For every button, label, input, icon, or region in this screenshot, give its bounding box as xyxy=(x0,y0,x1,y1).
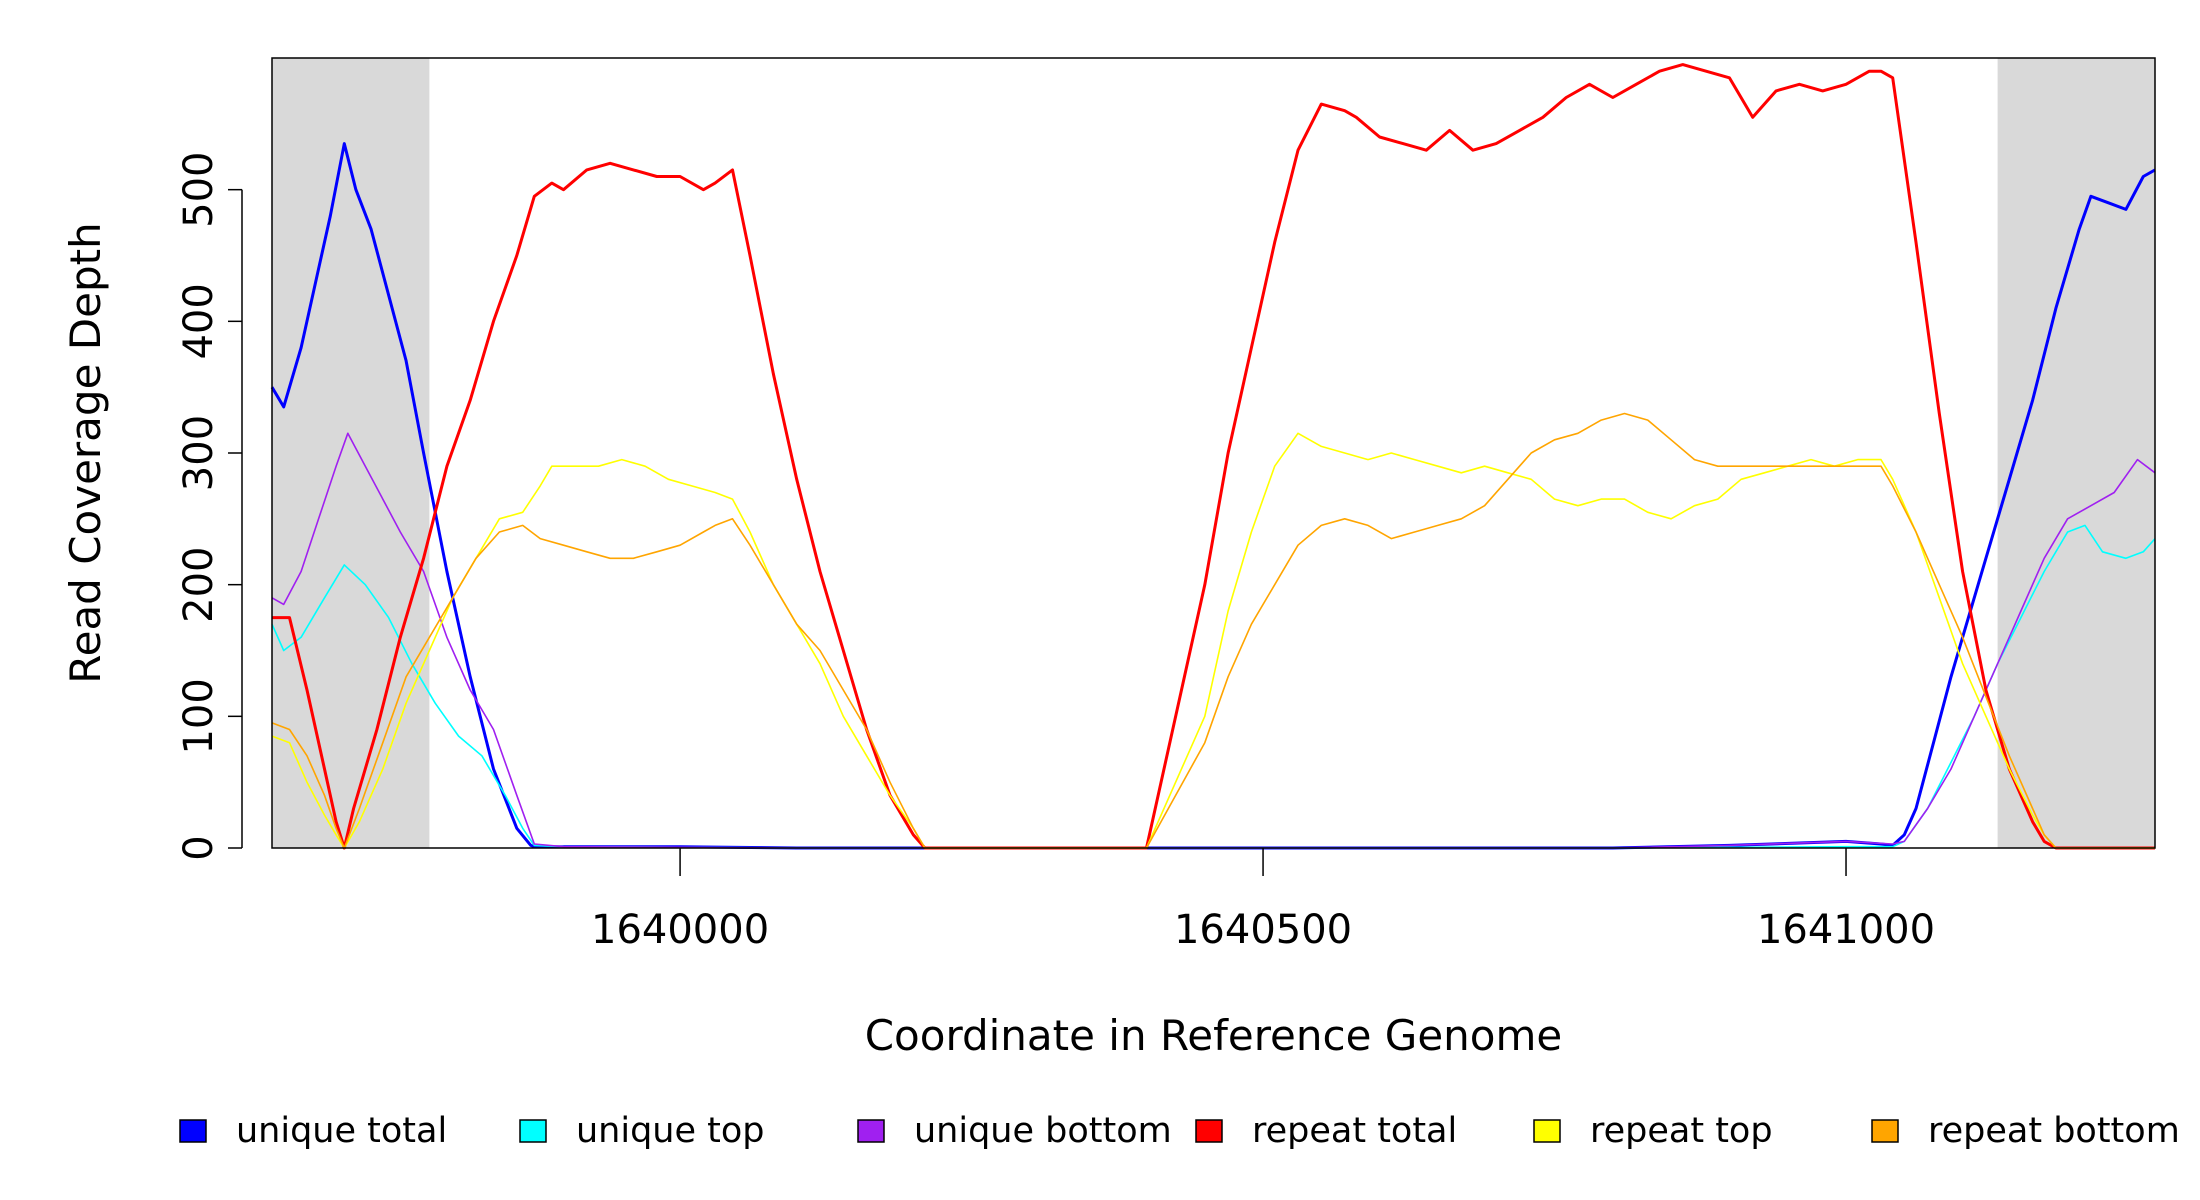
x-axis-title: Coordinate in Reference Genome xyxy=(865,1011,1563,1060)
shaded-regions xyxy=(272,58,2155,848)
legend-swatch-repeat-total xyxy=(1195,1119,1223,1143)
legend: unique total unique top unique bottom repea… xyxy=(179,1111,2180,1151)
x-tick-label: 1640000 xyxy=(591,907,769,953)
legend-label-repeat-bottom: repeat bottom xyxy=(1928,1111,2180,1151)
series-unique-total xyxy=(270,142,2156,850)
series-lines xyxy=(270,63,2156,850)
legend-label-repeat-top: repeat top xyxy=(1590,1111,1773,1151)
legend-swatch-repeat-bottom xyxy=(1871,1119,1899,1143)
y-tick-label: 500 xyxy=(176,151,222,227)
x-tick-label: 1641000 xyxy=(1757,907,1935,953)
series-repeat-top xyxy=(271,432,2155,849)
legend-swatch-unique-bottom xyxy=(857,1119,885,1143)
plot-frame xyxy=(271,57,2156,849)
y-tick-label: 300 xyxy=(176,415,222,491)
x-tick-label: 1640500 xyxy=(1174,907,1352,953)
shaded-region-2 xyxy=(1997,58,2155,848)
series-unique-bottom xyxy=(271,432,2156,849)
y-tick-label: 400 xyxy=(176,283,222,359)
y-tick-label: 200 xyxy=(176,546,222,622)
legend-label-unique-top: unique top xyxy=(576,1111,765,1151)
y-axis-title: Read Coverage Depth xyxy=(61,222,110,683)
series-unique-top xyxy=(271,524,2156,849)
legend-swatch-unique-total xyxy=(179,1119,207,1143)
legend-swatch-repeat-top xyxy=(1533,1119,1561,1143)
shaded-region-1 xyxy=(272,58,430,848)
series-repeat-bottom xyxy=(271,412,2155,849)
y-axis: 0 100 200 300 400 500 xyxy=(176,151,243,861)
legend-label-repeat-total: repeat total xyxy=(1252,1111,1457,1151)
legend-label-unique-total: unique total xyxy=(236,1111,447,1151)
y-tick-label: 0 xyxy=(176,835,222,860)
legend-label-unique-bottom: unique bottom xyxy=(914,1111,1172,1151)
series-repeat-total xyxy=(272,63,2155,850)
x-axis: 1640000 1640500 1641000 xyxy=(591,848,1935,953)
y-tick-label: 100 xyxy=(176,678,222,754)
legend-swatch-unique-top xyxy=(519,1119,547,1143)
